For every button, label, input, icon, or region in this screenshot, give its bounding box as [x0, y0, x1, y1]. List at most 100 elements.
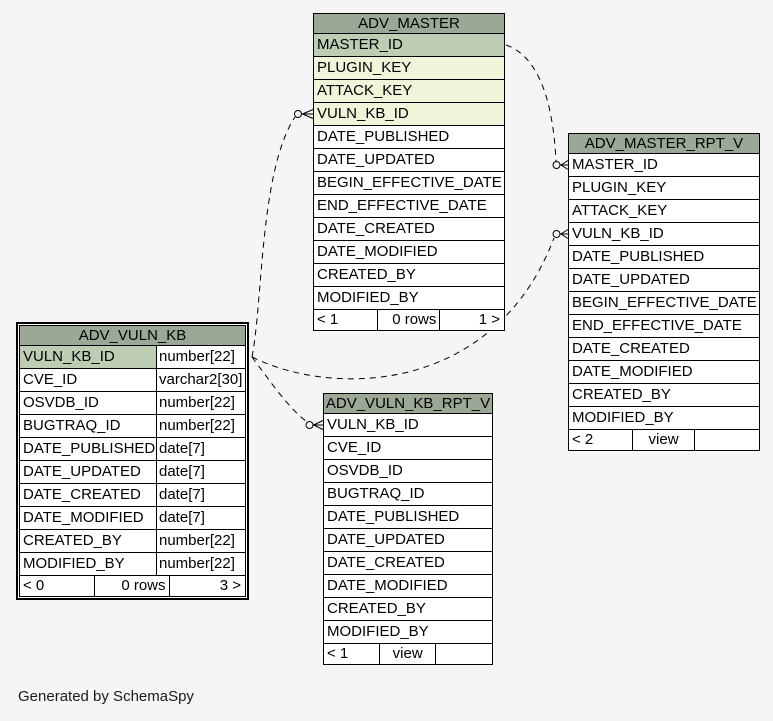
crowfoot-icon	[560, 160, 569, 170]
table-footer: < 1 0 rows 1 >	[314, 310, 504, 330]
footer-next	[434, 644, 492, 664]
column-type: date[7]	[156, 438, 245, 460]
column-row: DATE_UPDATED	[569, 269, 759, 292]
table-adv-master[interactable]: ADV_MASTER MASTER_ID PLUGIN_KEY ATTACK_K…	[313, 13, 505, 331]
column-type: varchar2[30]	[156, 369, 245, 391]
column-name: END_EFFECTIVE_DATE	[317, 197, 487, 214]
column-type: number[22]	[156, 553, 245, 575]
column-name: MODIFIED_BY	[572, 409, 674, 426]
column-type: number[22]	[156, 392, 245, 414]
table-footer: < 0 0 rows 3 >	[20, 576, 245, 596]
column-type: date[7]	[156, 507, 245, 529]
footer-view: view	[631, 430, 695, 450]
table-adv-vuln-kb-rpt-v[interactable]: ADV_VULN_KB_RPT_V VULN_KB_ID CVE_ID OSVD…	[323, 393, 493, 665]
column-row: CREATED_BY	[314, 264, 504, 287]
column-row: DATE_CREATED	[314, 218, 504, 241]
column-row: DATE_PUBLISHED	[569, 246, 759, 269]
column-row: CREATED_BY number[22]	[20, 530, 245, 553]
column-name: MODIFIED_BY	[317, 289, 419, 306]
table-title[interactable]: ADV_VULN_KB_RPT_V	[324, 394, 492, 414]
odot-icon	[552, 230, 561, 238]
footer-next: 3 >	[168, 576, 246, 596]
column-row: OSVDB_ID	[324, 460, 492, 483]
column-row: DATE_UPDATED	[314, 149, 504, 172]
column-row: MASTER_ID	[314, 34, 504, 57]
column-row: CREATED_BY	[324, 598, 492, 621]
column-row: DATE_CREATED	[569, 338, 759, 361]
column-name: PLUGIN_KEY	[572, 179, 667, 196]
column-row: DATE_MODIFIED date[7]	[20, 507, 245, 530]
column-name: MASTER_ID	[572, 156, 658, 173]
fk-edge-vuln-kb-rpt	[251, 356, 307, 422]
column-name: CREATED_BY	[317, 266, 416, 283]
footer-rowcount: 0 rows	[94, 576, 168, 596]
footer-next	[694, 430, 759, 450]
column-name: DATE_UPDATED	[327, 531, 445, 548]
column-name: ATTACK_KEY	[317, 82, 413, 99]
footer-view: view	[379, 644, 434, 664]
footer-prev: < 1	[327, 645, 349, 662]
column-type: number[22]	[156, 346, 245, 368]
schemaspy-credit: Generated by SchemaSpy	[18, 688, 194, 705]
fk-edge-vuln-kb-master	[251, 116, 296, 358]
footer-prev: < 2	[572, 431, 594, 448]
column-name: CVE_ID	[23, 371, 78, 388]
odot-icon	[552, 161, 561, 169]
column-row: MODIFIED_BY	[324, 621, 492, 644]
column-row: DATE_MODIFIED	[314, 241, 504, 264]
column-row: ATTACK_KEY	[569, 200, 759, 223]
column-row: DATE_MODIFIED	[324, 575, 492, 598]
column-row: MODIFIED_BY	[569, 407, 759, 430]
column-row: BUGTRAQ_ID	[324, 483, 492, 506]
column-row: CVE_ID varchar2[30]	[20, 369, 245, 392]
column-name: MODIFIED_BY	[23, 555, 125, 572]
column-name: DATE_UPDATED	[572, 271, 690, 288]
table-adv-vuln-kb[interactable]: ADV_VULN_KB VULN_KB_ID number[22] CVE_ID v…	[19, 325, 246, 597]
column-row: BEGIN_EFFECTIVE_DATE	[569, 292, 759, 315]
column-row: DATE_PUBLISHED	[314, 126, 504, 149]
footer-next: 1 >	[439, 310, 504, 330]
fk-edge-master-id	[505, 44, 557, 162]
column-row: DATE_MODIFIED	[569, 361, 759, 384]
column-name: DATE_PUBLISHED	[317, 128, 450, 145]
column-row: VULN_KB_ID number[22]	[20, 346, 245, 369]
table-title[interactable]: ADV_MASTER_RPT_V	[569, 134, 759, 154]
column-row: END_EFFECTIVE_DATE	[569, 315, 759, 338]
crowfoot-icon	[312, 420, 324, 430]
column-name: VULN_KB_ID	[20, 346, 156, 368]
table-title[interactable]: ADV_MASTER	[314, 14, 504, 34]
column-row: DATE_UPDATED date[7]	[20, 461, 245, 484]
column-name: DATE_MODIFIED	[23, 509, 144, 526]
table-adv-master-rpt-v[interactable]: ADV_MASTER_RPT_V MASTER_ID PLUGIN_KEY AT…	[568, 133, 760, 451]
column-row: DATE_UPDATED	[324, 529, 492, 552]
odot-icon	[294, 110, 302, 118]
column-name: DATE_UPDATED	[317, 151, 435, 168]
column-name: OSVDB_ID	[327, 462, 403, 479]
column-name: BEGIN_EFFECTIVE_DATE	[317, 174, 502, 191]
column-row: ATTACK_KEY	[314, 80, 504, 103]
column-row: VULN_KB_ID	[569, 223, 759, 246]
column-row: DATE_PUBLISHED	[324, 506, 492, 529]
column-name: BEGIN_EFFECTIVE_DATE	[572, 294, 757, 311]
footer-prev: < 0	[23, 577, 45, 594]
crowfoot-icon	[301, 109, 314, 119]
column-row: END_EFFECTIVE_DATE	[314, 195, 504, 218]
column-name: CREATED_BY	[572, 386, 671, 403]
column-name: DATE_MODIFIED	[317, 243, 438, 260]
column-row: BEGIN_EFFECTIVE_DATE	[314, 172, 504, 195]
column-name: DATE_PUBLISHED	[23, 440, 156, 457]
column-row: MASTER_ID	[569, 154, 759, 177]
column-name: DATE_MODIFIED	[327, 577, 448, 594]
column-name: VULN_KB_ID	[572, 225, 664, 242]
column-name: VULN_KB_ID	[317, 105, 409, 122]
column-name: CREATED_BY	[327, 600, 426, 617]
column-row: MODIFIED_BY number[22]	[20, 553, 245, 576]
column-name: MODIFIED_BY	[327, 623, 429, 640]
column-row: VULN_KB_ID	[314, 103, 504, 126]
column-name: CVE_ID	[327, 439, 382, 456]
column-row: PLUGIN_KEY	[314, 57, 504, 80]
column-name: PLUGIN_KEY	[317, 59, 412, 76]
table-title[interactable]: ADV_VULN_KB	[20, 326, 245, 346]
column-type: number[22]	[156, 415, 245, 437]
